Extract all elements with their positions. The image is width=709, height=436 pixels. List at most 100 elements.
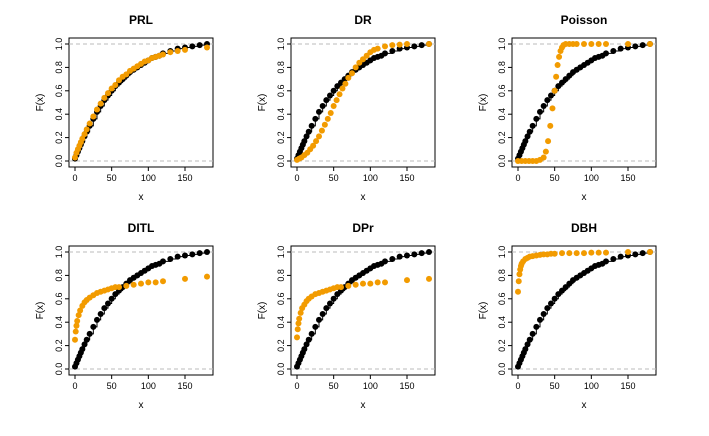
empirical-point [323, 97, 330, 104]
fitted-point [342, 80, 349, 87]
x-tick-label: 150 [177, 381, 192, 391]
x-tick-label: 100 [584, 173, 599, 183]
empirical-point [426, 249, 432, 255]
x-tick-label: 150 [399, 381, 414, 391]
y-tick-label: 0.4 [497, 316, 507, 329]
empirical-point [308, 330, 315, 337]
y-tick-label: 1.0 [497, 246, 507, 259]
fitted-point [581, 250, 587, 257]
fitted-point [145, 279, 152, 286]
empirical-point [323, 305, 330, 312]
y-tick-label: 0.6 [276, 85, 286, 98]
fitted-point [105, 90, 111, 97]
x-tick-label: 150 [177, 173, 192, 183]
fitted-point [94, 106, 100, 113]
y-tick-label: 0.8 [54, 269, 64, 282]
empirical-point [533, 323, 540, 330]
fitted-point [97, 100, 104, 107]
fitted-point [374, 45, 381, 52]
empirical-point [632, 251, 639, 258]
fitted-point [160, 278, 166, 285]
x-tick-label: 0 [294, 173, 299, 183]
empirical-point [83, 336, 90, 343]
fitted-point [295, 320, 302, 327]
empirical-point [308, 122, 315, 129]
fitted-point [515, 288, 521, 295]
empirical-point [301, 138, 308, 145]
fitted-point [138, 280, 144, 287]
fitted-point [339, 85, 346, 92]
fitted-point [426, 275, 432, 282]
y-tick-label: 0.0 [497, 155, 507, 168]
empirical-point [303, 133, 310, 140]
y-axis-label: F(x) [257, 94, 268, 112]
fitted-point [404, 41, 410, 47]
empirical-point [418, 250, 425, 257]
fitted-point [72, 154, 78, 161]
x-tick-label: 0 [72, 173, 77, 183]
x-tick-label: 0 [515, 381, 520, 391]
empirical-point [105, 300, 111, 307]
y-tick-label: 0.0 [497, 363, 507, 376]
empirical-point [529, 330, 536, 337]
empirical-point [305, 128, 312, 135]
x-tick-label: 100 [363, 381, 378, 391]
empirical-point [544, 305, 551, 312]
fitted-point [204, 273, 210, 280]
empirical-point [81, 341, 88, 348]
y-tick-label: 0.4 [276, 316, 286, 329]
fitted-point [333, 97, 340, 104]
empirical-point [411, 251, 418, 258]
fitted-point [321, 121, 328, 128]
x-axis-label: x [139, 192, 144, 203]
fitted-point [174, 48, 181, 55]
fitted-point [360, 280, 366, 287]
fitted-point [327, 110, 334, 117]
y-tick-label: 0.4 [54, 108, 64, 121]
x-tick-label: 100 [141, 381, 156, 391]
empirical-point [196, 42, 203, 49]
empirical-point [418, 42, 425, 49]
fitted-point [396, 41, 403, 48]
x-tick-label: 0 [72, 381, 77, 391]
fitted-point [123, 282, 130, 289]
x-tick-label: 50 [550, 173, 560, 183]
fitted-point [330, 103, 337, 110]
fitted-point [551, 87, 558, 94]
fitted-point [101, 94, 108, 101]
y-tick-label: 0.6 [54, 293, 64, 306]
y-tick-label: 0.2 [276, 339, 286, 352]
empirical-point [524, 133, 531, 140]
empirical-point [327, 300, 333, 307]
x-axis-label: x [361, 400, 366, 411]
empirical-point [182, 252, 188, 259]
fitted-point [310, 142, 317, 149]
fitted-point [573, 250, 580, 257]
fitted-point [152, 279, 159, 286]
empirical-point [617, 45, 624, 52]
empirical-point [548, 300, 554, 307]
panel-prl: PRL 0 50 100 150 0.0 0.2 0.4 0.6 0.8 1.0 x F(x) [35, 13, 214, 203]
fitted-point [551, 250, 558, 257]
fitted-point [75, 312, 82, 319]
fitted-point [603, 249, 609, 256]
fitted-point [345, 74, 352, 81]
fitted-point [625, 249, 631, 255]
empirical-point [316, 316, 322, 323]
fitted-point [160, 51, 166, 58]
empirical-step-line [518, 44, 651, 160]
fitted-point [554, 62, 561, 69]
empirical-point [610, 48, 617, 55]
y-tick-label: 1.0 [54, 246, 64, 259]
fitted-point [625, 41, 631, 47]
empirical-point [540, 311, 547, 318]
fitted-point [549, 105, 556, 112]
fitted-point [73, 322, 80, 329]
empirical-point [411, 43, 418, 50]
y-axis-label: F(x) [478, 302, 489, 320]
fitted-point [426, 41, 432, 47]
y-tick-label: 0.2 [497, 131, 507, 144]
x-tick-label: 0 [515, 173, 520, 183]
empirical-step-line [518, 252, 651, 368]
y-tick-label: 0.0 [54, 363, 64, 376]
